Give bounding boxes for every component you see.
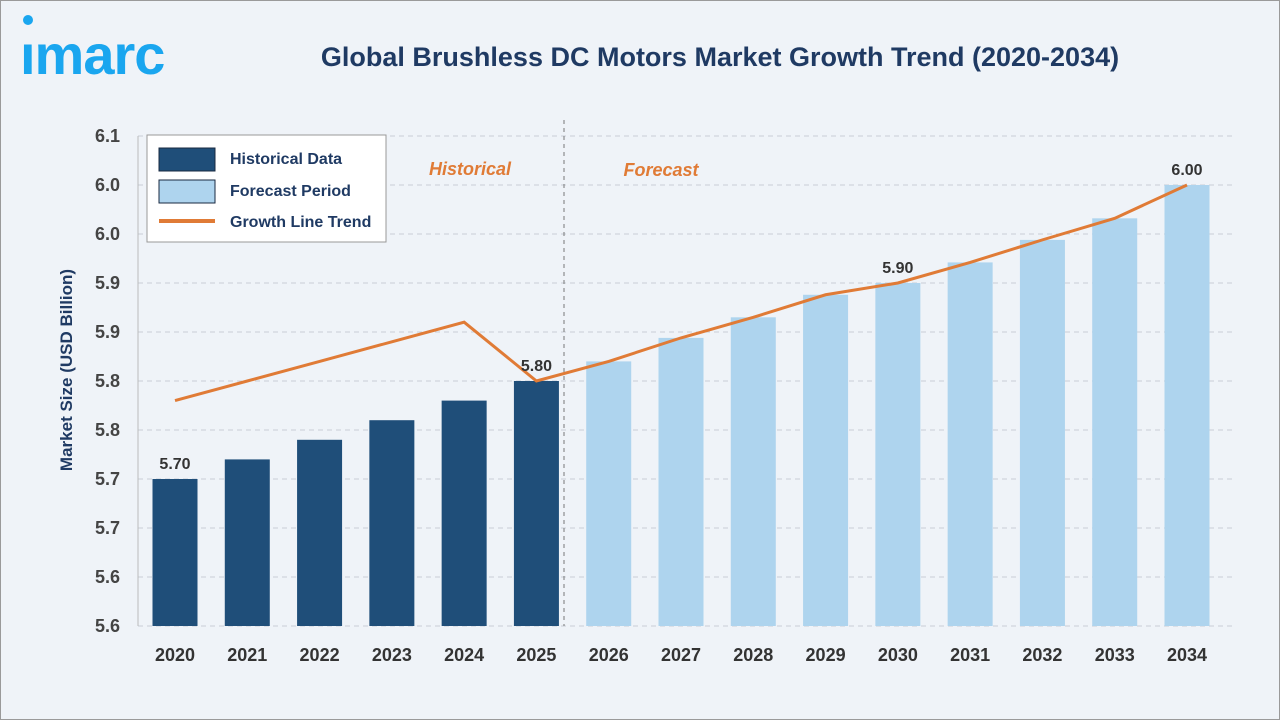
y-tick-label: 5.9 [95, 322, 120, 342]
svg-text:ımarc: ımarc [20, 23, 164, 84]
chart-title: Global Brushless DC Motors Market Growth… [320, 42, 1120, 72]
legend-swatch-historical [158, 147, 216, 172]
x-tick-label: 2022 [300, 645, 340, 665]
y-tick-label: 6.0 [95, 224, 120, 244]
historical-bar-2021 [224, 459, 270, 626]
legend-swatch-forecast [158, 179, 216, 204]
forecast-bar-2031 [947, 262, 993, 626]
x-tick-label: 2030 [878, 645, 918, 665]
y-tick-label: 5.7 [95, 518, 120, 538]
data-label-2020: 5.70 [159, 456, 190, 473]
forecast-bar-2026 [586, 361, 632, 626]
x-tick-label: 2031 [950, 645, 990, 665]
forecast-bar-2029 [803, 294, 849, 626]
y-axis-label: Market Size (USD Billion) [57, 269, 76, 471]
y-tick-label: 5.8 [95, 420, 120, 440]
y-tick-label: 5.7 [95, 469, 120, 489]
x-tick-label: 2032 [1022, 645, 1062, 665]
historical-annotation: Historical [429, 159, 512, 179]
y-tick-label: 6.1 [95, 126, 120, 146]
x-tick-label: 2028 [733, 645, 773, 665]
forecast-bar-2033 [1092, 218, 1138, 626]
historical-bar-2025 [513, 381, 559, 626]
x-tick-label: 2027 [661, 645, 701, 665]
data-label-2030: 5.90 [882, 260, 913, 277]
growth-trend-line [174, 183, 1188, 403]
historical-bar-2022 [297, 439, 343, 626]
x-tick-label: 2033 [1095, 645, 1135, 665]
y-tick-label: 5.8 [95, 371, 120, 391]
legend-label-historical: Historical Data [230, 151, 342, 168]
historical-bar-2020 [152, 479, 198, 626]
x-tick-label: 2024 [444, 645, 484, 665]
x-tick-label: 2029 [806, 645, 846, 665]
forecast-bar-2034 [1164, 185, 1210, 626]
legend-label-trend: Growth Line Trend [230, 214, 371, 231]
x-tick-label: 2023 [372, 645, 412, 665]
x-tick-label: 2034 [1167, 645, 1207, 665]
y-tick-label: 6.0 [95, 175, 120, 195]
data-label-2025: 5.80 [521, 358, 552, 375]
y-tick-label: 5.6 [95, 567, 120, 587]
historical-bar-2024 [441, 400, 487, 626]
x-tick-label: 2020 [155, 645, 195, 665]
forecast-annotation: Forecast [623, 160, 699, 180]
x-tick-label: 2021 [227, 645, 267, 665]
data-label-2034: 6.00 [1171, 162, 1202, 179]
legend-label-forecast: Forecast Period [230, 183, 351, 200]
x-tick-label: 2026 [589, 645, 629, 665]
x-tick-label: 2025 [516, 645, 556, 665]
y-tick-label: 5.6 [95, 616, 120, 636]
forecast-bar-2027 [658, 337, 704, 626]
imarc-logo: ımarc [20, 15, 165, 84]
y-tick-label: 5.9 [95, 273, 120, 293]
forecast-bar-2028 [730, 317, 776, 626]
forecast-bar-2030 [875, 283, 921, 626]
historical-bar-2023 [369, 420, 415, 626]
forecast-bar-2032 [1019, 239, 1065, 626]
